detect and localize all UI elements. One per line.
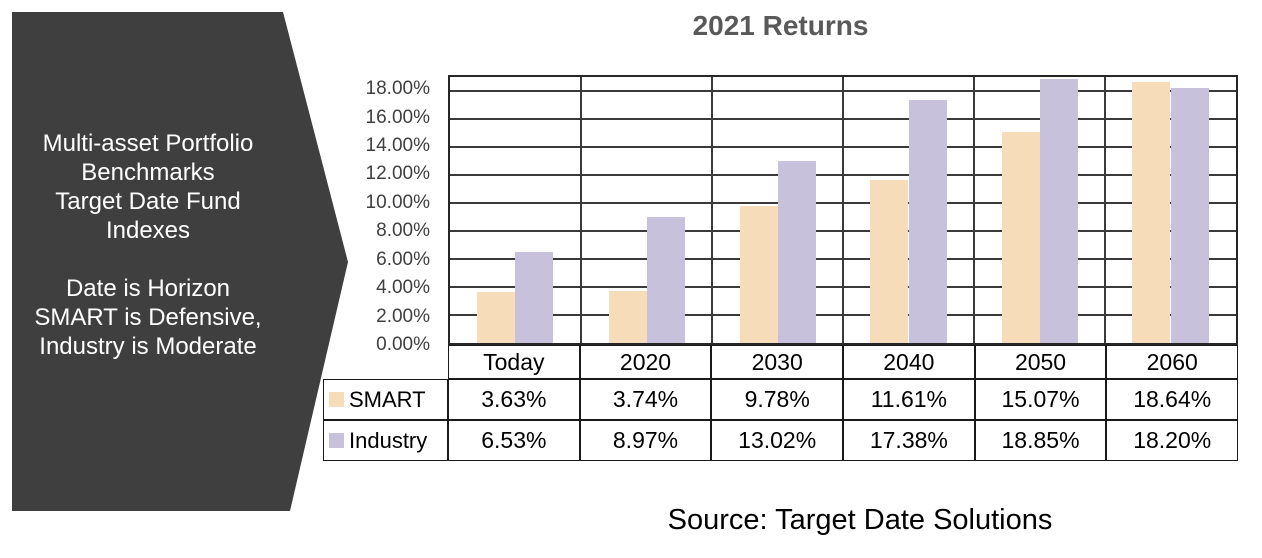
arrow-text-line: SMART is Defensive, bbox=[34, 304, 262, 331]
bar-smart-2040 bbox=[870, 180, 909, 343]
arrow-callout-text: Multi-asset Portfolio Benchmarks Target Da… bbox=[12, 129, 284, 361]
y-axis-tick-label: 14.00% bbox=[365, 135, 430, 157]
bar-industry-2050 bbox=[1039, 79, 1078, 343]
category-axis-row: Today 2020 2030 2040 2050 2060 bbox=[448, 345, 1239, 379]
category-label: 2020 bbox=[579, 345, 712, 379]
bar-industry-2060 bbox=[1170, 88, 1209, 343]
arrow-text-line: Target Date Fund bbox=[55, 188, 241, 215]
table-value-cell: 3.74% bbox=[579, 379, 712, 420]
arrow-text-line: Indexes bbox=[105, 217, 191, 244]
gridline-vertical bbox=[972, 77, 975, 343]
data-table-legend-column: SMART Industry bbox=[323, 379, 448, 461]
arrow-text-line: Multi-asset Portfolio bbox=[42, 130, 254, 157]
series-name-label: SMART bbox=[349, 386, 426, 412]
y-axis-tick-label: 8.00% bbox=[376, 220, 430, 242]
arrow-text-line: Date is Horizon bbox=[65, 275, 231, 302]
source-note: Source: Target Date Solutions bbox=[667, 504, 1053, 536]
bar-smart-2020 bbox=[608, 290, 647, 343]
y-axis-tick-label: 16.00% bbox=[365, 106, 430, 128]
bar-smart-2060 bbox=[1132, 82, 1171, 343]
table-value-cell: 11.61% bbox=[843, 379, 975, 420]
bar-industry-2020 bbox=[646, 217, 685, 343]
category-label: 2060 bbox=[1106, 345, 1239, 379]
gridline-vertical bbox=[710, 77, 713, 343]
y-axis-tick-label: 2.00% bbox=[376, 305, 430, 327]
table-value-cell: 9.78% bbox=[711, 379, 844, 420]
plot-area bbox=[448, 75, 1238, 345]
y-axis-tick-label: 18.00% bbox=[365, 78, 430, 100]
gridline-vertical bbox=[842, 77, 844, 343]
arrow-text-line bbox=[12, 245, 284, 274]
bar-industry-2040 bbox=[908, 99, 947, 343]
legend-swatch-industry bbox=[329, 433, 344, 448]
arrow-text-line: Benchmarks bbox=[81, 159, 215, 186]
arrow-text-line: Industry is Moderate bbox=[39, 333, 257, 360]
y-axis: 18.00% 16.00% 14.00% 12.00% 10.00% 8.00% 6.00%… bbox=[323, 75, 440, 355]
category-label: 2040 bbox=[843, 345, 975, 379]
bar-industry-2030 bbox=[777, 160, 816, 343]
y-axis-tick-label: 6.00% bbox=[376, 248, 430, 270]
table-value-cell: 18.20% bbox=[1106, 420, 1239, 461]
table-value-cell: 17.38% bbox=[843, 420, 975, 461]
table-row-industry: 6.53% 8.97% 13.02% 17.38% 18.85% 18.20% bbox=[448, 420, 1239, 461]
category-label: Today bbox=[448, 345, 580, 379]
bar-smart-2030 bbox=[739, 206, 778, 343]
chart-title: 2021 Returns bbox=[692, 10, 869, 41]
bar-smart-2050 bbox=[1001, 132, 1040, 343]
legend-swatch-smart bbox=[329, 392, 344, 407]
table-row-smart: 3.63% 3.74% 9.78% 11.61% 15.07% 18.64% bbox=[448, 379, 1239, 420]
gridline-vertical bbox=[1104, 77, 1106, 343]
y-axis-tick-label: 10.00% bbox=[365, 191, 430, 213]
y-axis-tick-label: 4.00% bbox=[376, 277, 430, 299]
bar-smart-today bbox=[477, 292, 516, 343]
table-value-cell: 18.64% bbox=[1106, 379, 1239, 420]
series-header-industry: Industry bbox=[323, 420, 448, 461]
series-name-label: Industry bbox=[349, 427, 428, 453]
y-axis-tick-label: 12.00% bbox=[365, 163, 430, 185]
table-value-cell: 8.97% bbox=[579, 420, 712, 461]
category-label: 2030 bbox=[711, 345, 844, 379]
y-axis-tick-label: 0.00% bbox=[376, 334, 430, 355]
table-value-cell: 6.53% bbox=[448, 420, 580, 461]
arrow-callout-shape bbox=[12, 12, 348, 511]
table-value-cell: 15.07% bbox=[974, 379, 1107, 420]
bar-industry-today bbox=[515, 251, 554, 343]
category-label: 2050 bbox=[974, 345, 1107, 379]
table-value-cell: 13.02% bbox=[711, 420, 844, 461]
table-value-cell: 3.63% bbox=[448, 379, 580, 420]
table-value-cell: 18.85% bbox=[974, 420, 1107, 461]
series-header-smart: SMART bbox=[323, 379, 448, 420]
gridline-vertical bbox=[579, 77, 582, 343]
